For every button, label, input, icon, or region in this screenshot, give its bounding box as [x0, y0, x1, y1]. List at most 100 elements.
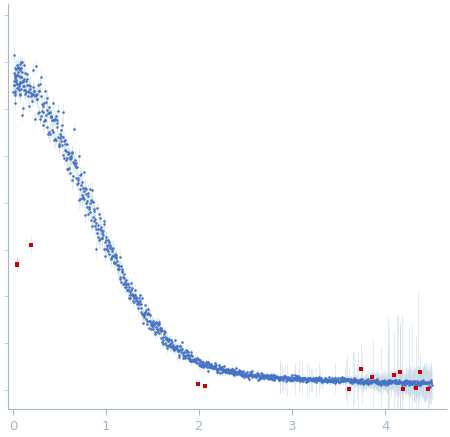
Point	[125, 283, 132, 290]
Point	[395, 379, 402, 386]
Point	[190, 358, 198, 365]
Point	[343, 377, 350, 384]
Point	[304, 377, 311, 384]
Point	[321, 375, 328, 382]
Point	[31, 87, 38, 94]
Point	[351, 378, 358, 385]
Point	[58, 142, 66, 149]
Point	[376, 379, 383, 386]
Point	[407, 379, 414, 386]
Point	[358, 378, 365, 385]
Point	[411, 382, 418, 388]
Point	[29, 98, 36, 105]
Point	[310, 375, 317, 382]
Point	[114, 262, 122, 269]
Point	[316, 377, 323, 384]
Point	[182, 346, 189, 353]
Point	[94, 225, 102, 232]
Point	[406, 380, 414, 387]
Point	[99, 235, 106, 242]
Point	[106, 244, 113, 251]
Point	[391, 377, 398, 384]
Point	[360, 379, 368, 386]
Point	[423, 379, 430, 386]
Point	[388, 378, 396, 385]
Point	[289, 374, 296, 381]
Point	[201, 383, 208, 390]
Point	[374, 380, 381, 387]
Point	[266, 375, 273, 382]
Point	[190, 357, 197, 364]
Point	[352, 375, 359, 382]
Point	[39, 108, 46, 115]
Point	[21, 87, 28, 94]
Point	[10, 82, 18, 89]
Point	[274, 374, 281, 381]
Point	[191, 356, 198, 363]
Point	[14, 71, 21, 78]
Point	[346, 378, 353, 385]
Point	[292, 375, 299, 382]
Point	[68, 149, 76, 156]
Point	[386, 378, 393, 385]
Point	[14, 72, 21, 79]
Point	[278, 374, 285, 381]
Point	[249, 371, 256, 378]
Point	[68, 148, 75, 155]
Point	[153, 323, 160, 330]
Point	[287, 377, 294, 384]
Point	[360, 378, 367, 385]
Point	[29, 90, 36, 97]
Point	[309, 376, 316, 383]
Point	[222, 369, 230, 376]
Point	[308, 377, 315, 384]
Point	[310, 377, 317, 384]
Point	[130, 291, 138, 298]
Point	[82, 200, 90, 207]
Point	[112, 253, 119, 260]
Point	[156, 325, 163, 332]
Point	[313, 375, 320, 382]
Point	[36, 81, 43, 88]
Point	[94, 233, 101, 240]
Point	[187, 351, 194, 358]
Point	[392, 377, 399, 384]
Point	[212, 362, 220, 369]
Point	[55, 140, 62, 147]
Point	[130, 292, 137, 299]
Point	[328, 378, 336, 385]
Point	[160, 334, 167, 341]
Point	[327, 378, 334, 385]
Point	[391, 376, 398, 383]
Point	[411, 383, 418, 390]
Point	[30, 88, 37, 95]
Point	[354, 378, 361, 385]
Point	[383, 380, 391, 387]
Point	[279, 374, 287, 381]
Point	[310, 376, 318, 383]
Point	[248, 368, 256, 375]
Point	[212, 362, 219, 369]
Point	[83, 203, 90, 210]
Point	[230, 372, 237, 379]
Point	[245, 371, 252, 378]
Point	[27, 89, 34, 96]
Point	[381, 378, 388, 385]
Point	[363, 377, 370, 384]
Point	[345, 378, 352, 385]
Point	[58, 121, 65, 128]
Point	[428, 378, 435, 385]
Point	[326, 378, 333, 385]
Point	[362, 380, 369, 387]
Point	[234, 368, 241, 375]
Point	[228, 366, 235, 373]
Point	[260, 372, 267, 379]
Point	[338, 377, 345, 384]
Point	[337, 375, 344, 382]
Point	[318, 377, 325, 384]
Point	[79, 193, 86, 200]
Point	[217, 370, 224, 377]
Point	[313, 378, 320, 385]
Point	[122, 281, 129, 288]
Point	[104, 237, 112, 244]
